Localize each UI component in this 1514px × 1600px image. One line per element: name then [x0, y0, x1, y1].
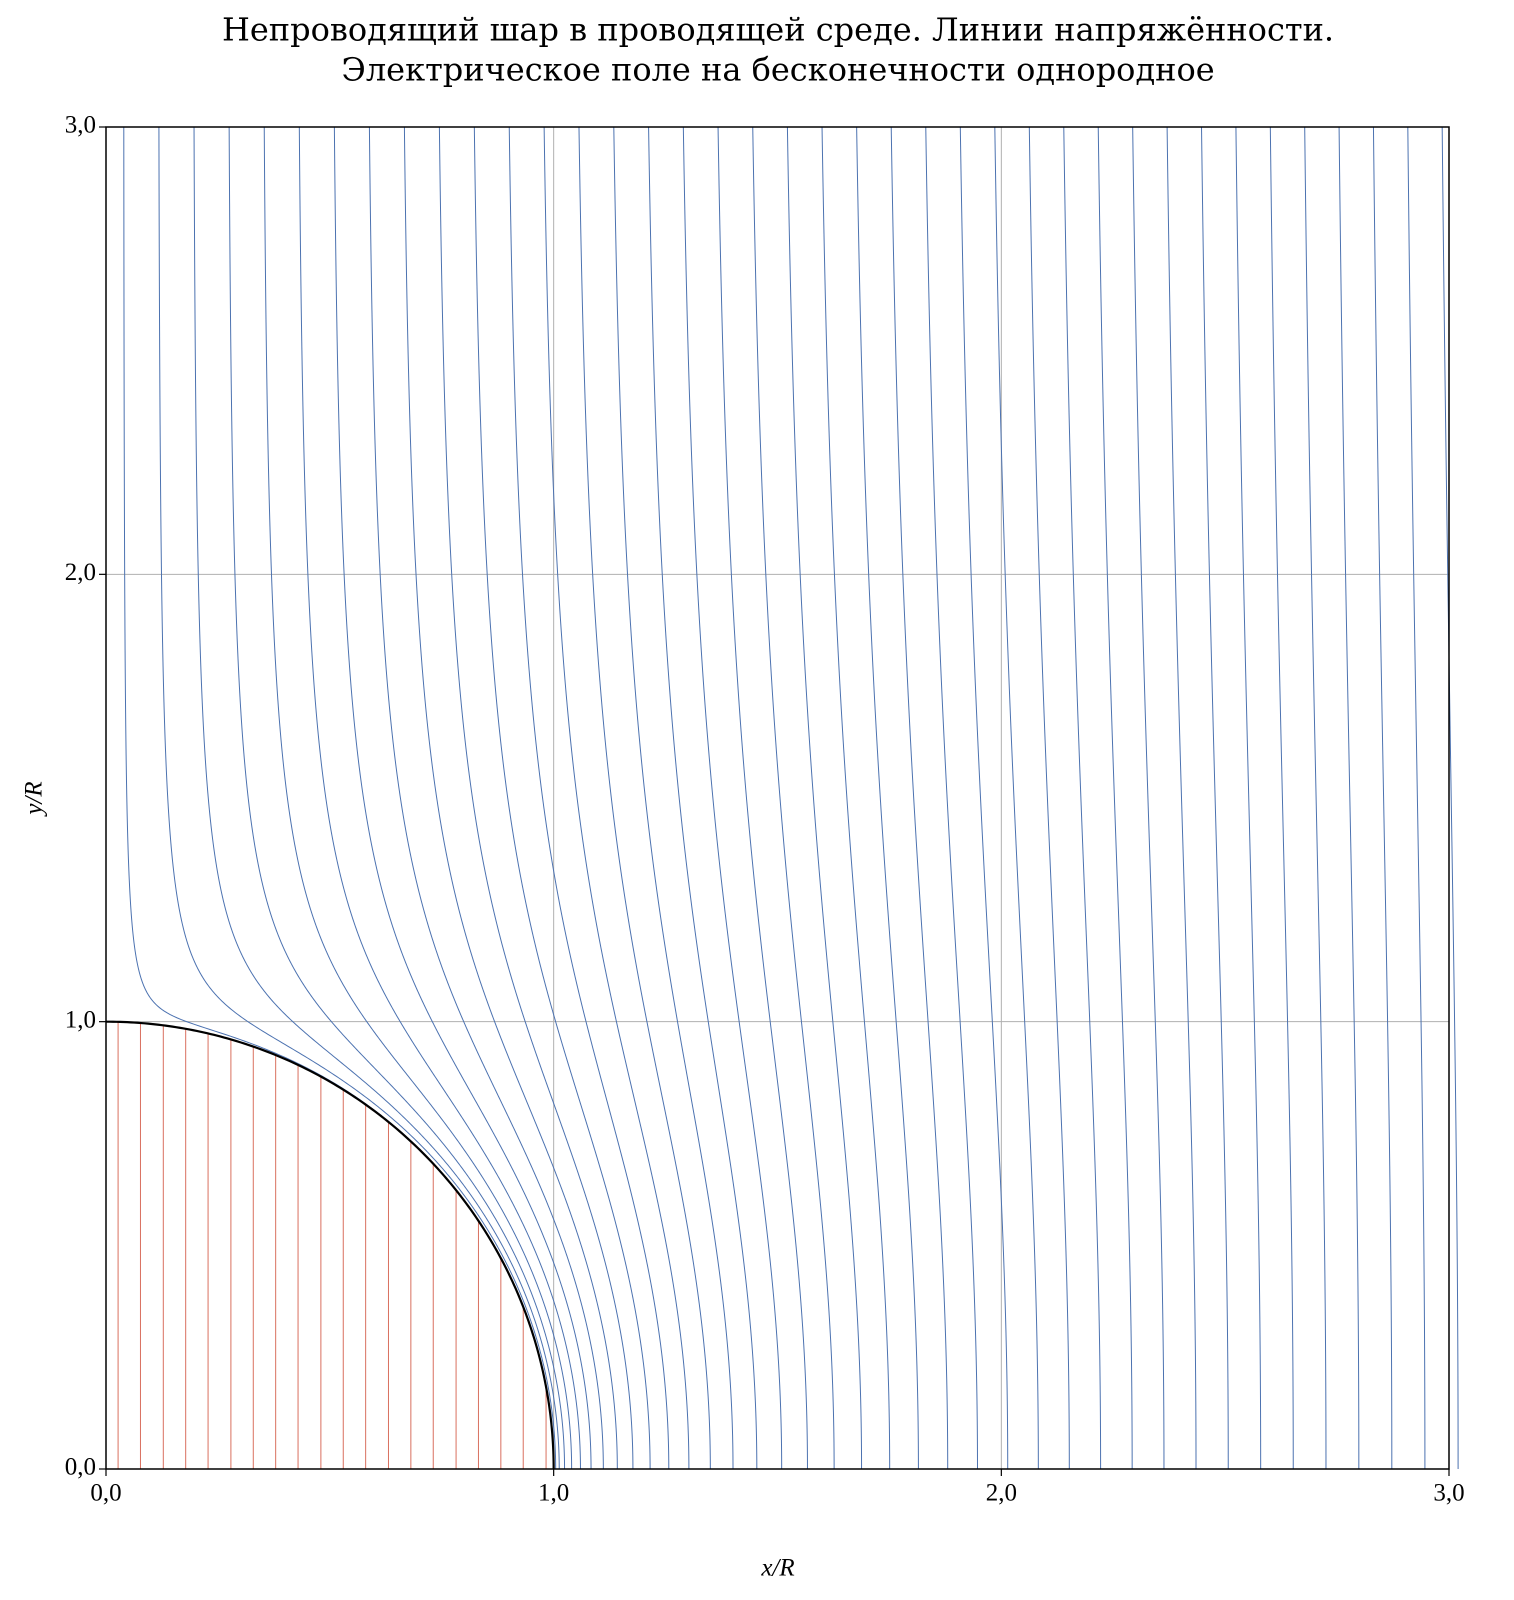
field-line — [473, 126, 651, 1469]
field-line — [1304, 126, 1327, 1469]
x-tick-label: 1,0 — [538, 1480, 569, 1507]
y-tick-label: 0,0 — [65, 1454, 96, 1481]
field-line — [263, 126, 573, 1470]
field-line — [1441, 126, 1459, 1469]
field-line — [1201, 126, 1229, 1469]
field-line — [752, 126, 835, 1469]
field-line — [508, 126, 670, 1469]
x-tick-label: 0,0 — [90, 1480, 121, 1507]
field-line — [786, 126, 863, 1469]
field-line — [1269, 126, 1294, 1469]
y-axis-label: y/R — [21, 781, 48, 817]
field-line — [368, 126, 604, 1470]
field-line — [925, 126, 978, 1469]
x-tick-label: 3,0 — [1433, 1480, 1464, 1507]
grid — [105, 126, 1450, 1470]
field-line — [890, 126, 949, 1469]
field-line — [123, 127, 555, 1469]
y-tick-label: 2,0 — [65, 559, 96, 586]
field-line — [1166, 126, 1197, 1469]
field-line — [994, 126, 1039, 1469]
chart-title: Непроводящий шар в проводящей среде. Лин… — [222, 11, 1334, 49]
x-axis-label: x/R — [760, 1555, 794, 1582]
frame — [105, 126, 1450, 1470]
field-line — [1132, 126, 1165, 1469]
y-tick-label: 1,0 — [65, 1006, 96, 1033]
field-line — [648, 126, 758, 1469]
field-line — [228, 126, 566, 1469]
x-tick-label: 2,0 — [986, 1480, 1017, 1507]
plot — [105, 126, 1459, 1470]
field-line — [1407, 126, 1426, 1469]
field-line — [403, 126, 618, 1469]
field-line — [1372, 126, 1393, 1469]
field-line — [158, 127, 557, 1469]
y-tick-label: 3,0 — [65, 112, 96, 139]
field-line — [543, 126, 690, 1469]
field-line — [856, 126, 919, 1469]
field-line — [438, 126, 634, 1469]
field-line — [1097, 126, 1133, 1469]
field-line — [1063, 126, 1102, 1469]
field-line — [298, 126, 581, 1469]
field-line — [333, 126, 592, 1469]
field-line — [613, 126, 734, 1469]
field-line — [821, 126, 891, 1469]
sphere-boundary — [105, 1020, 555, 1470]
field-line — [1338, 126, 1360, 1469]
field-line — [682, 126, 783, 1470]
field-line — [717, 126, 808, 1470]
chart-subtitle: Электрическое поле на бесконечности одно… — [341, 51, 1214, 89]
field-line — [578, 126, 711, 1469]
field-line — [1028, 126, 1070, 1469]
field-line — [193, 126, 560, 1469]
field-line — [959, 126, 1009, 1469]
field-line — [1235, 126, 1262, 1469]
